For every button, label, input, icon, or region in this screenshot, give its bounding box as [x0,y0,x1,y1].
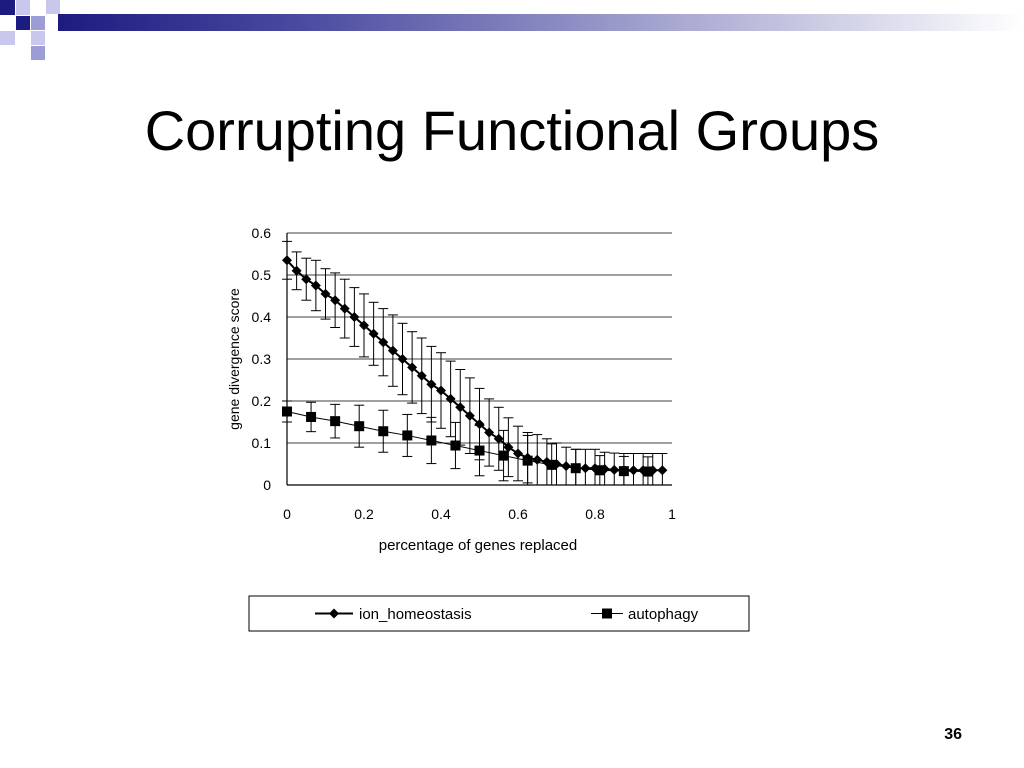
y-tick-label: 0.6 [252,225,272,241]
title-gradient-band [58,14,1024,31]
data-point-diamond [291,265,302,276]
data-point-diamond [464,410,475,421]
data-point-diamond [397,354,408,364]
decor-square [46,0,60,14]
decor-square [16,0,30,15]
data-point-square [354,421,365,432]
data-point-square [450,440,461,451]
chart-legend: ion_homeostasis autophagy [248,595,750,632]
decor-square [31,31,45,45]
chart-figure: 0 0.1 0.2 0.3 0.4 0.5 0.6 0 0.2 0.4 0.6 0.8 1 gene … [226,225,750,632]
legend-marker-square [602,608,612,619]
data-point-square [402,430,413,441]
data-point-diamond [387,345,398,356]
data-point-square [330,416,341,427]
data-point-square [474,445,485,456]
data-point-diamond [628,465,639,476]
data-point-diamond [416,370,427,381]
data-point-square [618,466,629,477]
x-tick-label: 1 [668,506,676,522]
data-point-square [522,455,533,466]
x-tick-label: 0.8 [585,506,605,522]
data-point-square [282,406,292,417]
legend-label-ion-homeostasis: ion_homeostasis [359,606,472,623]
data-point-square [642,466,653,477]
data-point-diamond [310,280,321,291]
decor-square [31,46,45,60]
x-tick-label: 0.2 [354,506,374,522]
y-tick-label: 0.3 [252,351,272,367]
y-tick-labels: 0 0.1 0.2 0.3 0.4 0.5 0.6 [252,225,272,493]
data-point-diamond [609,464,620,475]
data-point-diamond [349,312,360,322]
data-point-diamond [484,427,495,438]
data-point-diamond [436,385,446,396]
chart-series [282,240,668,485]
data-point-diamond [320,288,331,299]
data-point-square [426,435,437,446]
y-tick-label: 0 [263,477,271,493]
x-tick-label: 0.6 [508,506,528,522]
data-point-diamond [330,295,341,306]
data-point-square [306,411,317,422]
data-point-square [546,459,557,470]
series-line-ion-homeostasis [286,259,663,472]
data-point-diamond [426,379,437,390]
decor-square [0,31,15,45]
x-axis-label: percentage of genes replaced [379,537,577,554]
slide-title: Corrupting Functional Groups [144,99,880,162]
corner-decoration [0,0,1024,60]
data-point-square [594,465,605,476]
x-tick-labels: 0 0.2 0.4 0.6 0.8 1 [283,506,676,522]
x-tick-label: 0 [283,506,291,522]
y-tick-label: 0.1 [252,435,272,451]
y-tick-label: 0.2 [252,393,272,409]
y-axis-label: gene divergence score [226,288,242,430]
legend-label-autophagy: autophagy [628,606,699,623]
data-point-square [378,426,389,437]
data-point-diamond [503,442,514,453]
data-point-diamond [407,362,418,373]
data-point-diamond [455,402,466,413]
decor-square [16,16,30,30]
legend-marker-diamond [329,608,339,619]
data-point-diamond [378,337,389,348]
data-point-diamond [368,328,379,339]
series-autophagy [282,400,653,485]
y-tick-label: 0.4 [252,309,272,325]
data-point-diamond [339,303,350,314]
data-point-diamond [493,433,504,444]
data-point-diamond [359,320,369,331]
series-line-autophagy [286,411,648,473]
decor-square [0,0,15,15]
data-point-diamond [561,461,572,472]
data-point-square [498,450,509,461]
slide-number: 36 [944,726,962,743]
data-point-diamond [513,448,523,459]
data-point-square [570,463,581,474]
data-point-diamond [580,463,591,474]
x-tick-label: 0.4 [431,506,451,522]
data-point-diamond [445,393,456,404]
y-tick-label: 0.5 [252,267,272,283]
data-point-diamond [474,419,485,430]
data-point-diamond [301,274,312,285]
decor-square [31,16,45,30]
data-point-diamond [657,465,668,476]
